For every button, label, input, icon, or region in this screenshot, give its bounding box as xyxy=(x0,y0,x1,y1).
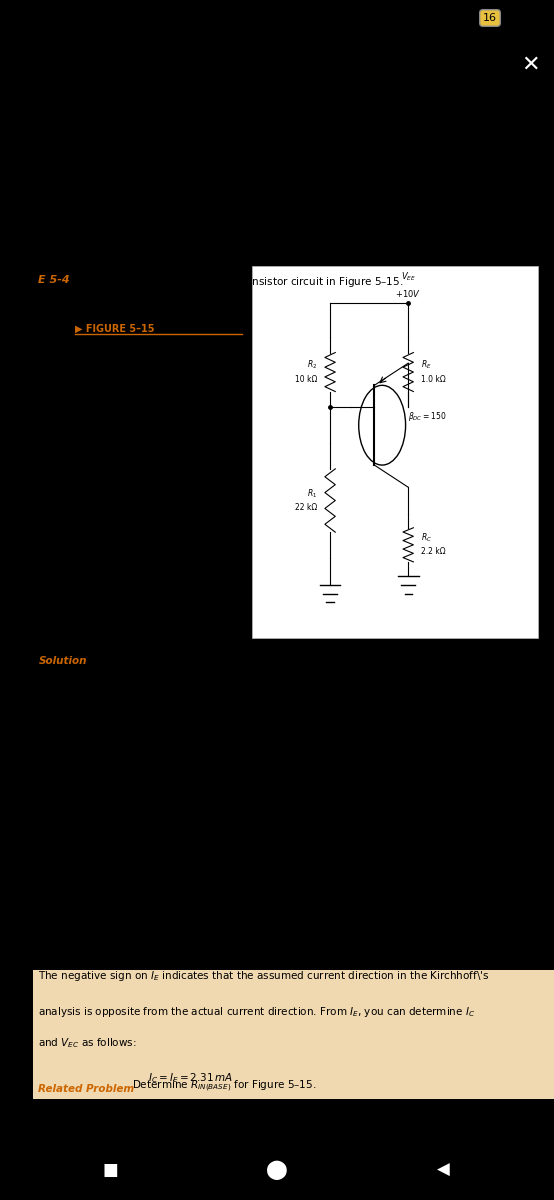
Text: $\beta_{DC} = 150$: $\beta_{DC} = 150$ xyxy=(408,410,447,422)
Text: analysis is opposite from the actual current direction. From $I_E$, you can dete: analysis is opposite from the actual cur… xyxy=(38,1004,476,1019)
Text: ▶ FIGURE 5–15: ▶ FIGURE 5–15 xyxy=(75,323,155,334)
Text: $I_C = I_E = 2.31\,mA$: $I_C = I_E = 2.31\,mA$ xyxy=(148,1072,233,1085)
Bar xyxy=(33,970,554,1098)
Text: 23:06: 23:06 xyxy=(18,11,67,25)
Text: E 5-4: E 5-4 xyxy=(38,275,70,284)
Text: 22 kΩ: 22 kΩ xyxy=(295,503,317,512)
Text: Use Equation 5–8 to determine $I_E$.: Use Equation 5–8 to determine $I_E$. xyxy=(106,859,283,874)
Text: $V_E = V_{EE} - I_E R_E = 10\,V - (2.31\,mA)(1.0\,k\Omega) = 7.68\,V$: $V_E = V_{EE} - I_E R_E = 10\,V - (2.31\… xyxy=(148,1134,407,1147)
Text: theorem.: theorem. xyxy=(106,691,153,701)
Text: 1.0 kΩ: 1.0 kΩ xyxy=(421,374,446,384)
Text: ✕: ✕ xyxy=(521,55,539,74)
Text: Determine $R_{IN(BASE)}$ for Figure 5–15.: Determine $R_{IN(BASE)}$ for Figure 5–15… xyxy=(132,1079,316,1094)
Text: Find $I_C$ and $V_{EC}$ for the $pnp$ transistor circuit in Figure 5–15.: Find $I_C$ and $V_{EC}$ for the $pnp$ tr… xyxy=(96,275,403,288)
Text: ■: ■ xyxy=(103,1162,119,1178)
Text: 2.2 kΩ: 2.2 kΩ xyxy=(421,547,446,557)
Text: $V_{TH} = \left(\dfrac{R_1}{R_1 + R_2}\right)V_{EE} = \left(\dfrac{22\,k\Omega}{: $V_{TH} = \left(\dfrac{R_1}{R_1 + R_2}\r… xyxy=(148,722,439,748)
Text: $R_E$: $R_E$ xyxy=(421,359,432,371)
Text: $V_{EE}$: $V_{EE}$ xyxy=(401,270,416,283)
Text: 10 kΩ: 10 kΩ xyxy=(295,374,317,384)
Text: $R_1$: $R_1$ xyxy=(307,487,317,499)
Text: ◀: ◀ xyxy=(437,1162,450,1178)
Bar xyxy=(33,983,554,997)
Text: 16: 16 xyxy=(483,13,497,23)
Text: Related Problem: Related Problem xyxy=(38,1084,135,1094)
Text: This circuit has the configuration of Figures 5–14(b) and (c). Apply Thevenin's: This circuit has the configuration of Fi… xyxy=(106,655,511,666)
Text: and $V_{EC}$ as follows:: and $V_{EC}$ as follows: xyxy=(38,1036,137,1050)
Text: ⬤: ⬤ xyxy=(266,1160,288,1180)
Text: $V_C = I_C R_C = (2.31\,mA)(2.2\,k\Omega) = 5.08\,V$: $V_C = I_C R_C = (2.31\,mA)(2.2\,k\Omega… xyxy=(148,1103,343,1116)
Text: $+10V$: $+10V$ xyxy=(395,288,421,299)
Text: $V_{EC} = V_E - V_C = 7.68\,V - 5.08\,V = 2.6\,V$: $V_{EC} = V_E - V_C = 7.68\,V - 5.08\,V … xyxy=(148,1164,345,1178)
Text: The negative sign on $I_E$ indicates that the assumed current direction in the K: The negative sign on $I_E$ indicates tha… xyxy=(38,970,490,983)
Bar xyxy=(252,265,538,638)
Text: $R_C$: $R_C$ xyxy=(421,532,432,544)
Text: Solution: Solution xyxy=(38,655,87,666)
Text: $I_E = \dfrac{V_{TH} + V_{BE} - V_{EE}}{R_E + R_{TH}/\beta_{DC}} = \dfrac{6.88\,: $I_E = \dfrac{V_{TH} + V_{BE} - V_{EE}}{… xyxy=(142,910,445,934)
Text: $R_2$: $R_2$ xyxy=(307,359,317,371)
Text: $R_{TH} = \dfrac{R_1 R_2}{R_1 + R_2} = \dfrac{(22\,k\Omega)(10\,k\Omega)}{22\,k\: $R_{TH} = \dfrac{R_1 R_2}{R_1 + R_2} = \… xyxy=(203,794,384,818)
